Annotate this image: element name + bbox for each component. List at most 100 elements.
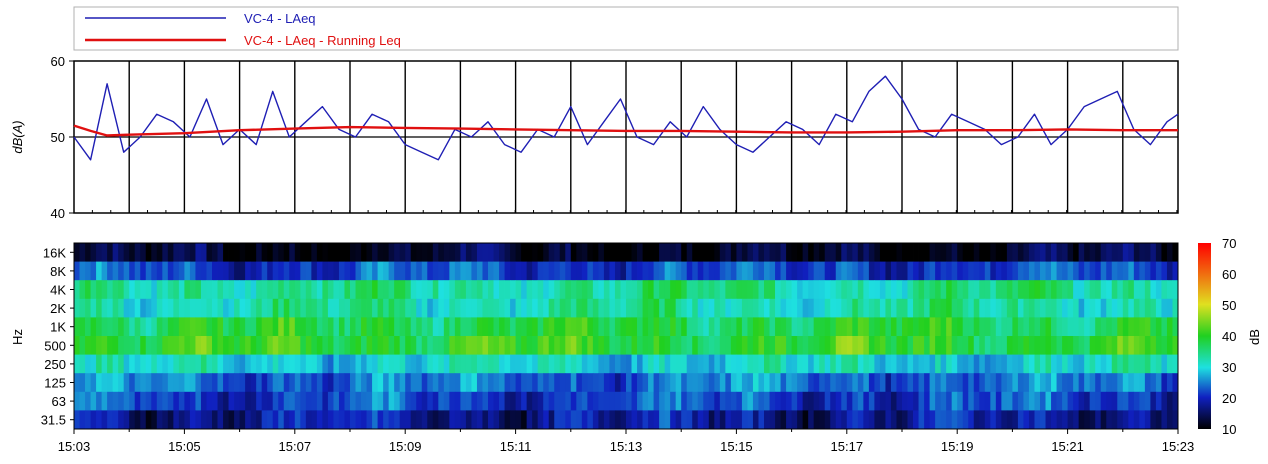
spectrogram-cell	[476, 243, 483, 262]
spectrogram-cell	[747, 373, 754, 393]
spectrogram-cell	[979, 317, 986, 337]
spectrogram-cell	[184, 373, 191, 393]
spectrogram-cell	[1106, 354, 1113, 374]
spectrogram-cell	[289, 391, 296, 411]
spectrogram-cell	[609, 336, 616, 355]
spectrogram-cell	[554, 298, 561, 318]
spectrogram-cell	[90, 317, 97, 337]
spectrogram-cell	[890, 261, 897, 281]
spectrogram-cell	[1161, 298, 1168, 318]
spectrogram-cell	[107, 298, 114, 318]
spectrogram-cell	[1001, 243, 1008, 262]
spectrogram-cell	[1089, 243, 1096, 262]
spectrogram-cell	[294, 298, 301, 318]
spectrogram-cell	[786, 373, 792, 393]
spectrogram-cell	[162, 280, 169, 300]
spectrogram-cell	[802, 280, 809, 300]
spectrogram-cell	[311, 317, 318, 337]
spectrogram-cell	[184, 336, 191, 355]
spectrogram-cell	[526, 354, 533, 374]
spectrogram-cell	[559, 373, 566, 393]
spectrogram-cell	[631, 243, 638, 262]
spectrogram-cell	[416, 243, 423, 262]
spectrogram-cell	[427, 391, 434, 411]
colorbar-tick-label: 20	[1222, 391, 1236, 406]
spectrogram-cell	[311, 354, 318, 374]
spectrogram-cell	[327, 410, 334, 430]
spectrogram-cell	[200, 280, 207, 300]
spectrogram-cell	[741, 280, 748, 300]
spectrogram-cell	[515, 336, 522, 355]
spectrogram-cell	[383, 410, 390, 430]
spectrogram-cell	[112, 391, 119, 411]
spectrogram-cell	[808, 280, 815, 300]
spectrogram-cell	[521, 391, 528, 411]
spectrogram-cell	[1139, 336, 1146, 355]
spectrogram-cell	[581, 243, 588, 262]
spectrogram-cell	[427, 243, 434, 262]
x-tick-label: 15:21	[1051, 439, 1084, 454]
spectrogram-cell	[134, 280, 141, 300]
spectrogram-cell	[476, 280, 483, 300]
spectrogram-cell	[206, 317, 213, 337]
spectrogram-cell	[692, 373, 699, 393]
spectrogram-cell	[515, 280, 522, 300]
spectrogram-cell	[129, 336, 136, 355]
spectrogram-cell	[973, 354, 980, 374]
spectrogram-cell	[946, 298, 953, 318]
spectrogram-cell	[609, 261, 616, 281]
spectrogram-cell	[797, 336, 804, 355]
spectrogram-cell	[736, 280, 743, 300]
spectrogram-cell	[383, 354, 390, 374]
spectrogram-cell	[1100, 261, 1107, 281]
spectrogram-cell	[1117, 317, 1124, 337]
spectrogram-cell	[1117, 261, 1124, 281]
spectrogram-cell	[973, 280, 980, 300]
spectrogram-cell	[1040, 317, 1046, 337]
spectrogram-cell	[769, 373, 776, 393]
spectrogram-cell	[868, 317, 875, 337]
spectrogram-cell	[1111, 261, 1118, 281]
spectrogram-cell	[968, 354, 975, 374]
spectrogram-cell	[1045, 298, 1052, 318]
spectrogram-cell	[620, 261, 627, 281]
spectrogram-cell	[1106, 243, 1113, 262]
spectrogram-cell	[786, 317, 792, 337]
spectrogram-cell	[670, 243, 677, 262]
spectrogram-cell	[272, 410, 279, 430]
spectrogram-cell	[272, 243, 279, 262]
spectrogram-cell	[653, 261, 660, 281]
spectrogram-cell	[311, 298, 318, 318]
top-y-axis-label: dB(A)	[10, 120, 25, 153]
spectrogram-cell	[427, 354, 434, 374]
spectrogram-cell	[1089, 410, 1096, 430]
spectrogram-cell	[741, 391, 748, 411]
spectrogram-cell	[686, 243, 693, 262]
spectrogram-cell	[504, 336, 511, 355]
spectrogram-cell	[962, 391, 969, 411]
spectrogram-cell	[289, 280, 296, 300]
spectrogram-cell	[438, 298, 445, 318]
spectrogram-cell	[896, 336, 903, 355]
spectrogram-cell	[206, 336, 213, 355]
spectrogram-cell	[526, 261, 533, 281]
spectrogram-cell	[388, 317, 395, 337]
spectrogram-cell	[118, 354, 125, 374]
spectrogram-cell	[90, 373, 97, 393]
spectrogram-cell	[598, 280, 605, 300]
spectrogram-cell	[797, 354, 804, 374]
spectrogram-cell	[984, 298, 991, 318]
spectrogram-cell	[85, 391, 91, 411]
spectrogram-cell	[537, 317, 544, 337]
spectrogram-cell	[283, 280, 290, 300]
spectrogram-cell	[1017, 373, 1024, 393]
spectrogram-cell	[1150, 280, 1157, 300]
spectrogram-cell	[907, 373, 914, 393]
spectrogram-cell	[228, 298, 235, 318]
spectrogram-cell	[449, 354, 456, 374]
spectrogram-cell	[990, 261, 997, 281]
spectrogram-cell	[979, 336, 986, 355]
spectrogram-cell	[1001, 261, 1008, 281]
spectrogram-cell	[935, 317, 942, 337]
spectrogram-cell	[957, 298, 964, 318]
